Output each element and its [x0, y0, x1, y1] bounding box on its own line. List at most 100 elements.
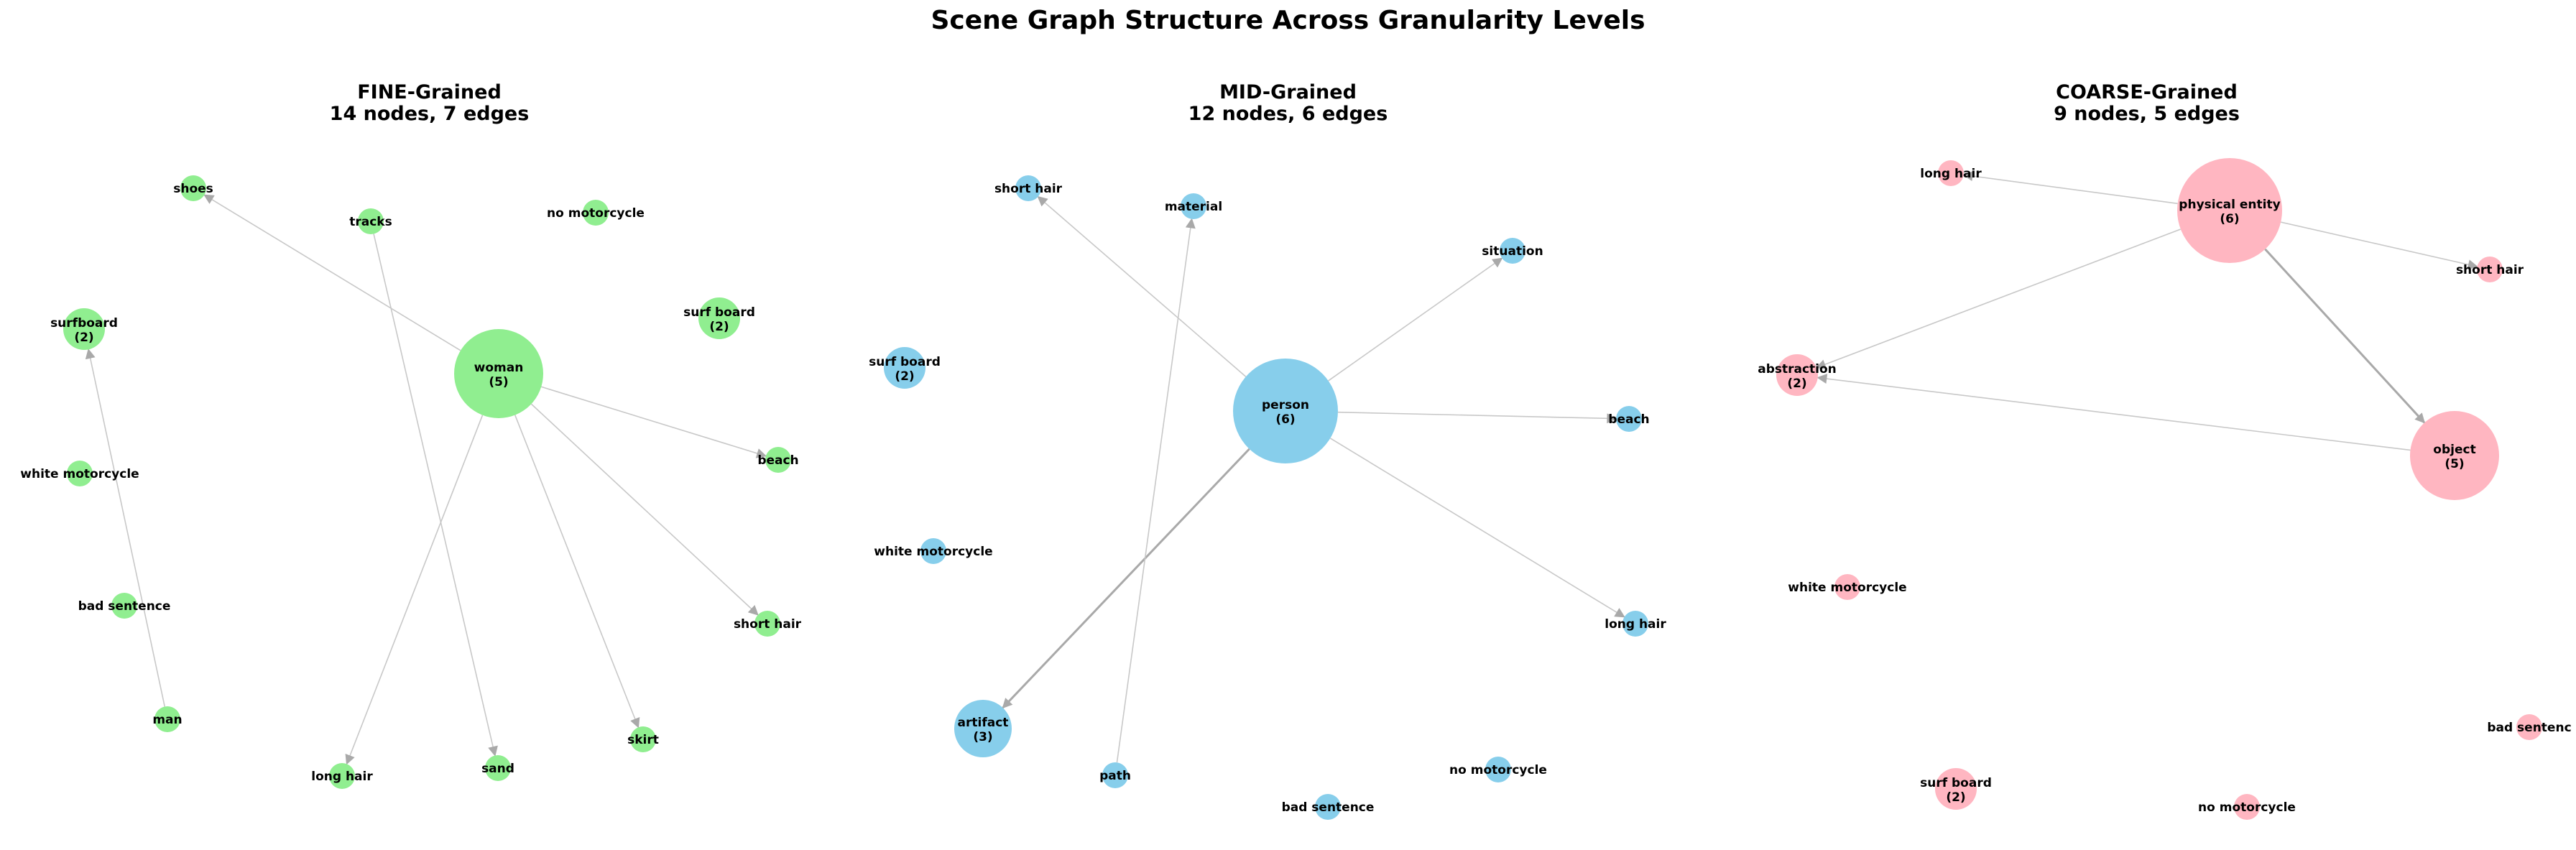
node-label: no motorcycle	[547, 206, 645, 221]
node-label: skirt	[627, 733, 659, 747]
panel-title-level: MID-Grained	[1219, 81, 1357, 103]
edge-person-to-beach	[1337, 411, 1617, 424]
node-circle	[485, 755, 511, 781]
edge-physical_entity-to-abstraction	[1815, 228, 2182, 369]
node-label: long hair	[1605, 617, 1666, 632]
node-circle	[1102, 762, 1128, 788]
node-circle	[1935, 768, 1977, 810]
node-label: tracks	[349, 215, 392, 229]
panel-title-level: COARSE-Grained	[2056, 81, 2238, 103]
edge-physical_entity-to-long_hair	[1962, 171, 2178, 205]
node-label: person (6)	[1262, 398, 1309, 427]
node-artifact: artifact (3)	[954, 700, 1012, 757]
node-bad-sentence: bad sentence	[78, 593, 171, 619]
panel-title: MID-Grained 12 nodes, 6 edges	[859, 82, 1717, 125]
node-label: surf board (2)	[1920, 776, 1992, 805]
node-bad-sentence: bad sentence	[1282, 794, 1374, 820]
node-label: long hair	[1920, 167, 1982, 181]
node-path: path	[1099, 762, 1131, 788]
node-short-hair: short hair	[734, 611, 802, 637]
node-label: surfboard (2)	[50, 316, 118, 345]
node-shoes: shoes	[173, 175, 213, 201]
node-circle	[954, 700, 1012, 757]
node-label: bad sentence	[78, 599, 171, 614]
node-circle	[67, 461, 93, 486]
edge-physical_entity-to-short_hair	[2281, 221, 2478, 270]
node-circle	[630, 726, 656, 752]
nodes-layer: shoes tracks no motorcycle surfboard (2) surf…	[20, 175, 802, 789]
node-no-motorcycle: no motorcycle	[2198, 794, 2296, 820]
edge-tracks-to-sand	[373, 234, 498, 757]
panel-fine-grained: FINE-Grained 14 nodes, 7 edges shoes trac…	[0, 72, 859, 850]
node-woman: woman (5)	[454, 329, 543, 418]
node-white-motorcycle: white motorcycle	[1788, 574, 1907, 600]
node-label: white motorcycle	[20, 467, 139, 481]
node-label: long hair	[311, 770, 373, 784]
edge-woman-to-short_hair	[530, 403, 759, 616]
panel-title-level: FINE-Grained	[357, 81, 502, 103]
node-label: short hair	[734, 617, 802, 632]
edge-person-to-long_hair	[1329, 438, 1625, 618]
node-label: no motorcycle	[2198, 800, 2296, 815]
node-circle	[765, 447, 791, 473]
nodes-layer: long hair physical entity (6) short hair abs…	[1758, 158, 2572, 820]
node-label: path	[1099, 769, 1131, 783]
edge-person-to-short_hair	[1037, 195, 1247, 377]
graph-canvas-mid: short hair material situation surf board (2)…	[869, 175, 1666, 820]
panel-coarse-grained: COARSE-Grained 9 nodes, 5 edges long hai…	[1717, 72, 2576, 850]
node-label: white motorcycle	[874, 545, 992, 559]
node-circle	[329, 763, 355, 789]
node-label: man	[152, 713, 182, 727]
edge-person-to-artifact	[1002, 448, 1250, 709]
node-abstraction: abstraction (2)	[1758, 354, 1837, 396]
node-person: person (6)	[1233, 359, 1338, 463]
panel-title: FINE-Grained 14 nodes, 7 edges	[0, 82, 859, 125]
node-circle	[111, 593, 137, 619]
node-long-hair: long hair	[311, 763, 373, 789]
node-label: white motorcycle	[1788, 581, 1906, 595]
figure-title: Scene Graph Structure Across Granularity…	[931, 6, 1645, 35]
node-circle	[358, 208, 384, 234]
edges-layer	[1002, 195, 1625, 763]
node-long-hair: long hair	[1605, 611, 1666, 637]
node-circle	[1233, 359, 1338, 463]
node-white-motorcycle: white motorcycle	[874, 538, 993, 564]
node-label: surf board (2)	[869, 355, 941, 384]
node-circle	[1776, 354, 1818, 396]
node-skirt: skirt	[627, 726, 659, 752]
node-label: sand	[481, 762, 514, 776]
edge-woman-to-beach	[541, 386, 767, 458]
node-label: situation	[1482, 244, 1543, 259]
node-circle	[1500, 238, 1525, 264]
node-beach: beach	[757, 447, 799, 473]
node-label: physical entity (6)	[2179, 198, 2280, 226]
node-circle	[1315, 794, 1341, 820]
node-label: no motorcycle	[1449, 763, 1547, 777]
node-man: man	[152, 706, 183, 732]
node-surf-board: surf board (2)	[683, 297, 755, 339]
node-circle	[698, 297, 740, 339]
nodes-layer: short hair material situation surf board (2)…	[869, 175, 1666, 820]
node-white-motorcycle: white motorcycle	[20, 461, 139, 486]
node-circle	[2410, 411, 2499, 500]
node-object: object (5)	[2410, 411, 2499, 500]
graph-canvas-fine: shoes tracks no motorcycle surfboard (2) surf…	[20, 175, 802, 789]
node-circle	[1622, 611, 1648, 637]
edge-person-to-situation	[1328, 257, 1503, 382]
node-surf-board: surf board (2)	[1920, 768, 1992, 810]
edge-woman-to-long_hair	[345, 415, 484, 765]
panel-title-counts: 9 nodes, 5 edges	[2054, 103, 2240, 125]
node-beach: beach	[1608, 406, 1650, 432]
panel-title-counts: 12 nodes, 6 edges	[1188, 103, 1388, 125]
node-circle	[884, 347, 925, 389]
node-label: beach	[757, 453, 798, 468]
node-circle	[1938, 160, 1964, 186]
node-no-motorcycle: no motorcycle	[1449, 757, 1547, 782]
node-label: shoes	[173, 182, 213, 196]
node-label: short hair	[994, 182, 1063, 196]
node-circle	[1485, 757, 1511, 782]
node-circle	[154, 706, 180, 732]
node-short-hair: short hair	[994, 175, 1063, 201]
node-circle	[2516, 714, 2542, 740]
node-circle	[63, 308, 105, 350]
